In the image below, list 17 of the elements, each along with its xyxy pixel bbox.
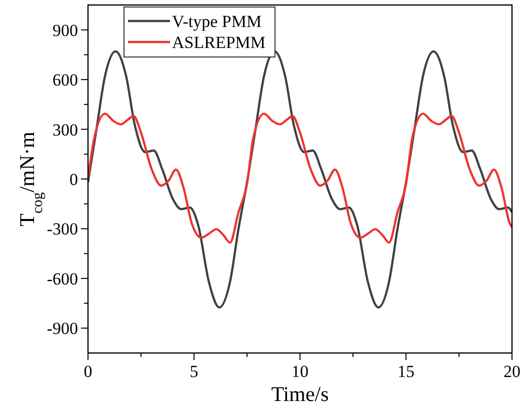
x-tick-label: 20 (504, 362, 520, 381)
x-axis-title: Time/s (271, 382, 329, 406)
y-tick-label: 600 (52, 70, 78, 90)
line-series (88, 50, 512, 309)
y-tick-label: -900 (46, 319, 78, 338)
y-tick-label: 900 (52, 20, 78, 40)
line-series (88, 112, 512, 244)
legend-label: V-type PMM (172, 12, 262, 31)
x-tick-label: 15 (398, 362, 414, 381)
x-tick-label: 5 (190, 362, 198, 381)
y-tick-label: 300 (52, 120, 78, 140)
x-tick-label: 10 (292, 362, 308, 381)
y-tick-label: -600 (46, 269, 78, 288)
x-tick-label: 0 (84, 362, 92, 381)
legend-label: ASLREPMM (172, 33, 266, 52)
y-tick-label: 0 (70, 170, 78, 189)
y-tick-label: -300 (46, 220, 78, 239)
